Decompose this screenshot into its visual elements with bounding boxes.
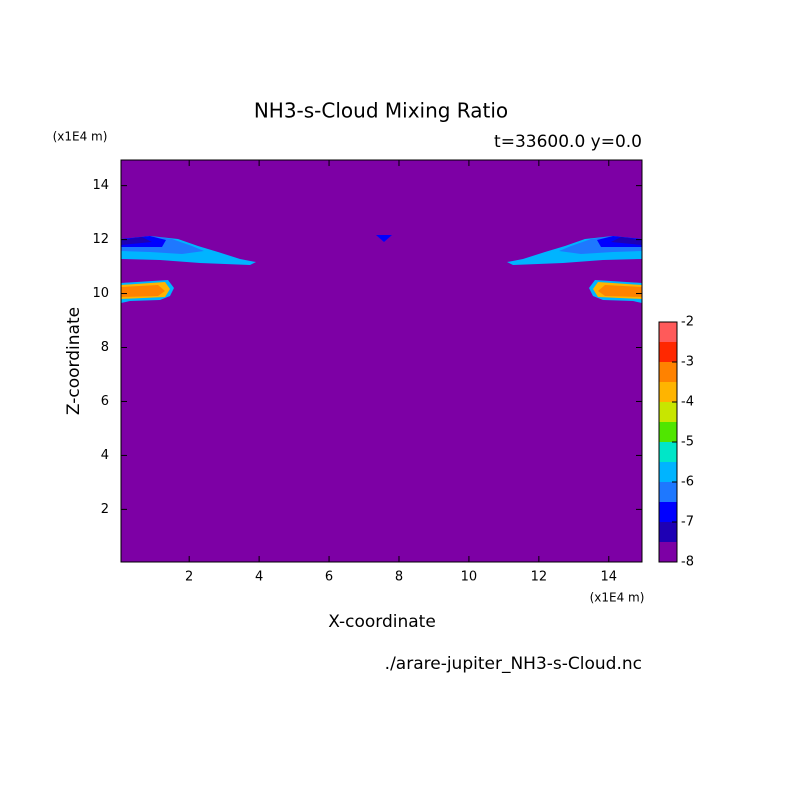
colorbar-tick-label: -3 <box>681 355 694 370</box>
plot-frame <box>120 159 643 563</box>
colorbar-tick-label: -7 <box>681 515 694 530</box>
colorbar-band <box>659 422 677 442</box>
colorbar-tick-label: -6 <box>681 475 694 490</box>
contour-region <box>121 285 165 297</box>
y-axis-label: Z-coordinate <box>64 307 84 415</box>
colorbar-band <box>659 382 677 402</box>
colorbar-tick-label: -4 <box>681 395 694 410</box>
footer: ./arare-jupiter_NH3-s-Cloud.nc <box>385 654 642 674</box>
y-tick-label: 12 <box>92 232 109 247</box>
x-unit: (x1E4 m) <box>590 591 645 605</box>
y-tick-label: 10 <box>92 286 109 301</box>
x-axis-label: X-coordinate <box>328 612 436 632</box>
colorbar-band <box>659 442 677 462</box>
y-unit: (x1E4 m) <box>53 130 108 144</box>
chart-title: NH3-s-Cloud Mixing Ratio <box>254 99 508 123</box>
colorbar-band <box>659 322 677 342</box>
contour-region <box>611 237 642 245</box>
contour-region <box>376 235 392 242</box>
x-tick-label: 6 <box>325 570 333 585</box>
contour-region <box>121 237 152 245</box>
y-tick-label: 2 <box>101 502 109 517</box>
colorbar-band <box>659 522 677 542</box>
y-tick-label: 4 <box>101 448 109 463</box>
colorbar-band <box>659 482 677 502</box>
y-tick-label: 6 <box>101 394 109 409</box>
colorbar-tick-label: -5 <box>681 435 694 450</box>
colorbar-tick-label: -2 <box>681 315 694 330</box>
colorbar-band <box>659 362 677 382</box>
colorbar-tick-label: -8 <box>681 555 694 570</box>
x-tick-label: 12 <box>531 570 548 585</box>
colorbar-band <box>659 502 677 522</box>
x-tick-label: 10 <box>461 570 478 585</box>
x-tick-label: 2 <box>185 570 193 585</box>
y-tick-label: 8 <box>101 340 109 355</box>
x-tick-label: 4 <box>255 570 263 585</box>
chart-subtitle: t=33600.0 y=0.0 <box>494 132 642 152</box>
colorbar-band <box>659 462 677 482</box>
y-tick-label: 14 <box>92 178 109 193</box>
plot-background <box>121 160 642 562</box>
colorbar-band <box>659 402 677 422</box>
colorbar-band <box>659 342 677 362</box>
x-tick-label: 8 <box>395 570 403 585</box>
colorbar-band <box>659 542 677 562</box>
contour-region <box>598 285 642 297</box>
x-tick-label: 14 <box>601 570 618 585</box>
